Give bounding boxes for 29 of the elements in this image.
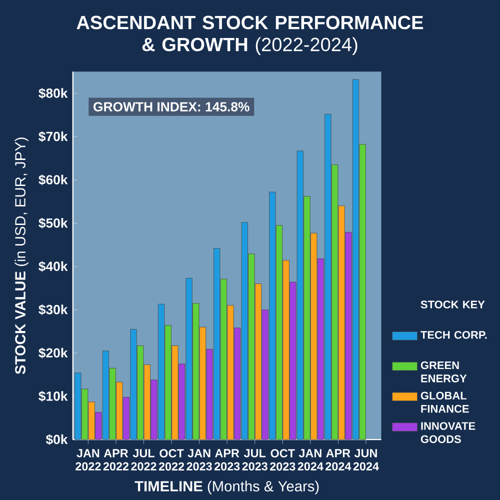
x-tick-label: JUL 2022 <box>131 449 156 471</box>
annotation: GROWTH INDEX: 145.8% <box>94 102 250 112</box>
x-tick-label: OCT 2023 <box>270 449 296 471</box>
y-tick-label: $0k <box>46 434 68 445</box>
y-tick-label: $80k <box>38 88 68 99</box>
legend-title: STOCK KEY <box>420 300 485 308</box>
x-tick-label: JUN 2024 <box>353 449 379 471</box>
y-tick-label: $70k <box>38 131 68 142</box>
x-tick-label: JUL 2023 <box>242 449 268 471</box>
legend-label: GREEN ENERGY <box>420 361 467 382</box>
chart-title: ASCENDANT STOCK PERFORMANCE & GROWTH (2022-2024) <box>76 16 424 56</box>
x-tick-label: JAN 2022 <box>76 449 101 471</box>
y-tick-label: $50k <box>38 218 68 229</box>
y-tick-label: $60k <box>38 174 68 186</box>
y-axis-title: STOCK VALUE (in USD, EUR, JPY) <box>14 138 28 374</box>
x-tick-label: JAN 2024 <box>298 449 324 471</box>
legend-label: INNOVATE GOODS <box>420 422 476 444</box>
x-tick-label: APR 2024 <box>326 449 352 471</box>
x-axis-title: TIMELINE (Months & Years) <box>134 480 319 494</box>
x-tick-label: OCT 2022 <box>158 449 184 471</box>
x-tick-label: APR 2022 <box>103 449 129 471</box>
y-tick-label: $30k <box>38 304 68 316</box>
x-tick-label: JAN 2023 <box>186 449 212 471</box>
x-tick-label: APR 2023 <box>214 449 240 471</box>
y-tick-label: $10k <box>38 390 68 402</box>
legend-label: TECH CORP. <box>420 331 487 339</box>
y-tick-label: $20k <box>38 348 68 358</box>
y-tick-label: $40k <box>38 261 68 272</box>
legend-label: GLOBAL FINANCE <box>420 392 469 413</box>
